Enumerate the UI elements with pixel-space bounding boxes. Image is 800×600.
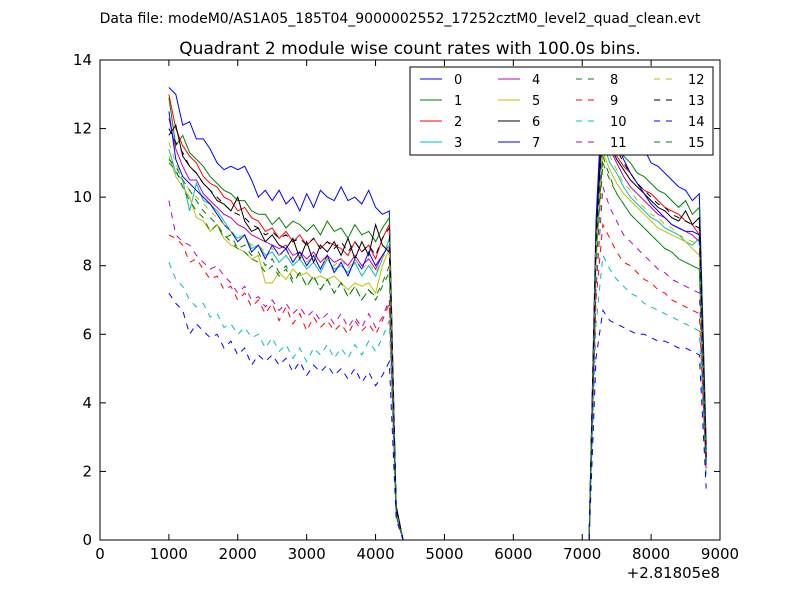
legend-box xyxy=(409,66,714,156)
x-tick-label: 4000 xyxy=(356,545,394,563)
plot-frame xyxy=(99,59,721,541)
y-tick-label: 6 xyxy=(82,325,92,343)
series-line-14 xyxy=(168,292,707,541)
series-line-10 xyxy=(168,253,707,541)
legend-label-11: 11 xyxy=(610,136,627,151)
legend-label-15: 15 xyxy=(688,136,705,151)
legend-label-0: 0 xyxy=(454,73,462,88)
series-line-6 xyxy=(168,121,707,541)
series-line-3 xyxy=(168,142,707,541)
series-line-8 xyxy=(168,155,707,541)
legend-label-1: 1 xyxy=(454,94,462,109)
series-line-2 xyxy=(168,94,707,541)
legend-label-6: 6 xyxy=(532,115,540,130)
x-tick-label: 9000 xyxy=(701,545,739,563)
x-tick-label: 1000 xyxy=(150,545,188,563)
legend-label-8: 8 xyxy=(610,73,618,88)
chart-title: Quadrant 2 module wise count rates with … xyxy=(179,39,640,59)
series-line-9 xyxy=(168,222,707,541)
series-line-11 xyxy=(168,186,707,541)
legend-label-4: 4 xyxy=(532,73,540,88)
y-tick-label: 14 xyxy=(73,51,92,69)
legend-label-5: 5 xyxy=(532,94,540,109)
x-tick-label: 6000 xyxy=(494,545,532,563)
y-tick-label: 4 xyxy=(82,394,92,412)
legend-label-14: 14 xyxy=(688,115,705,130)
x-tick-label: 8000 xyxy=(632,545,670,563)
y-tick-label: 8 xyxy=(82,257,92,275)
series-line-12 xyxy=(168,135,707,541)
series-line-5 xyxy=(168,152,707,541)
x-tick-label: 0 xyxy=(95,545,105,563)
series-line-4 xyxy=(168,118,707,541)
legend-label-7: 7 xyxy=(532,136,540,151)
y-tick-label: 2 xyxy=(82,462,92,480)
legend-label-12: 12 xyxy=(688,73,705,88)
x-tick-label: 5000 xyxy=(425,545,463,563)
x-offset-label: +2.81805e8 xyxy=(627,564,720,582)
y-tick-label: 12 xyxy=(73,120,92,138)
y-tick-label: 0 xyxy=(82,531,92,549)
legend-label-3: 3 xyxy=(454,136,462,151)
x-tick-label: 3000 xyxy=(288,545,326,563)
chart-suptitle: Data file: modeM0/AS1A05_185T04_90000025… xyxy=(100,11,701,27)
legend-label-9: 9 xyxy=(610,94,618,109)
legend-label-2: 2 xyxy=(454,115,462,130)
x-tick-label: 2000 xyxy=(219,545,257,563)
x-axis: 0 1000 2000 3000 4000 5000 6000 7000 8000 9000 xyxy=(95,60,739,563)
y-tick-label: 10 xyxy=(73,188,92,206)
legend-label-10: 10 xyxy=(610,115,627,130)
x-tick-label: 7000 xyxy=(563,545,601,563)
legend-label-13: 13 xyxy=(688,94,705,109)
series-line-15 xyxy=(168,159,707,541)
